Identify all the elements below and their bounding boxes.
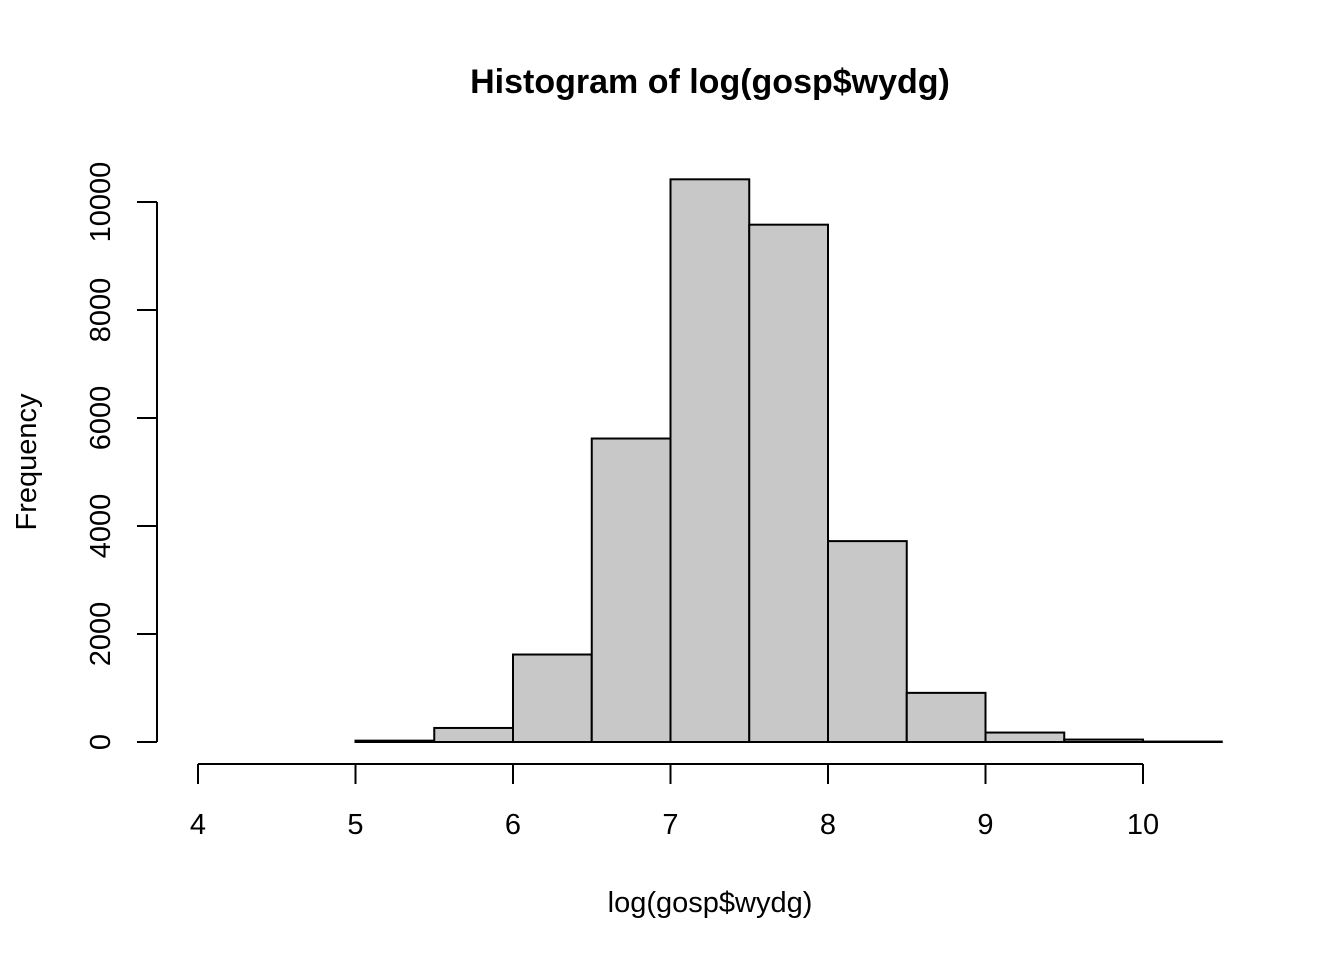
x-tick-label-5: 9: [977, 809, 993, 841]
y-tick-label-5: 10000: [85, 162, 117, 243]
histogram-bar-7: [748, 223, 829, 743]
y-tick-label-1: 2000: [85, 602, 117, 667]
histogram-bar-4: [512, 653, 593, 744]
y-tick-label-2: 4000: [85, 494, 117, 559]
y-axis-label: Frequency: [11, 393, 43, 531]
x-tick-label-2: 6: [505, 809, 521, 841]
histogram-bar-10: [984, 731, 1066, 743]
x-tick-label-3: 7: [662, 809, 678, 841]
histogram-bar-9: [905, 691, 987, 743]
chart-title: Histogram of log(gosp$wydg): [470, 63, 950, 101]
y-tick-label-4: 8000: [85, 278, 117, 343]
x-tick-label-1: 5: [347, 809, 363, 841]
y-axis: 0 2000 4000 6000 8000 10000: [85, 162, 158, 750]
x-tick-label-4: 8: [820, 809, 836, 841]
bars-group: [354, 178, 1223, 744]
histogram-bar-6: [669, 178, 751, 743]
histogram-bar-11: [1063, 738, 1144, 744]
histogram-bar-5: [590, 437, 672, 743]
histogram-bar-2: [354, 739, 436, 744]
histogram-bar-3: [433, 726, 514, 744]
y-tick-label-3: 6000: [85, 386, 117, 451]
x-axis: 4 5 6 7 8 9 10: [190, 763, 1159, 841]
histogram-bar-8: [827, 540, 908, 743]
x-tick-label-0: 4: [190, 809, 206, 841]
y-tick-label-0: 0: [85, 734, 117, 750]
x-tick-label-6: 10: [1127, 809, 1159, 841]
x-axis-label: log(gosp$wydg): [608, 887, 813, 919]
